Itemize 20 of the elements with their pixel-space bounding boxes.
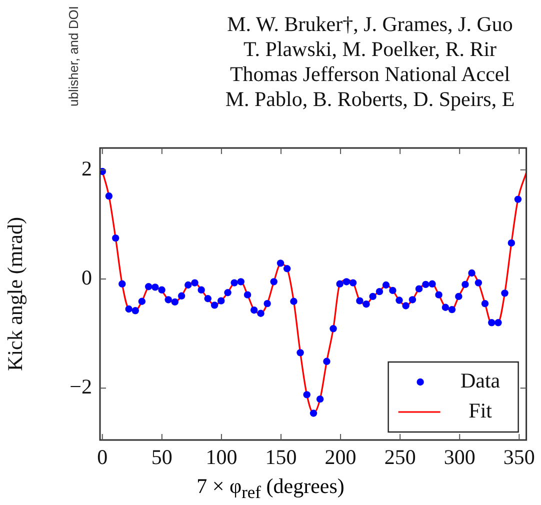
y-tick-label: 2: [82, 156, 92, 180]
x-tick-label: 200: [324, 445, 356, 470]
text: Thomas Jefferson National Accel: [228, 62, 512, 87]
text: M. Pablo, B. Roberts, D. Speirs, E: [224, 87, 516, 112]
x-tick-label: 0: [97, 445, 108, 470]
legend-label: Data: [460, 368, 501, 393]
x-tick-label: 150: [265, 445, 297, 470]
y-tick-label: −2: [70, 374, 92, 399]
text: T. Plawski, M. Poelker, R. Rir: [242, 37, 498, 62]
legend-label: Fit: [468, 398, 492, 423]
text: ublisher, and DOI: [66, 6, 81, 106]
x-tick-label: 250: [384, 445, 416, 470]
x-tick-label: 100: [206, 445, 238, 470]
text: M. W. Bruker†, J. Grames, J. Guo: [226, 12, 514, 37]
x-tick-label: 350: [503, 445, 535, 470]
x-axis-title: 7 × φ$_{ref}$ (degrees): [196, 474, 346, 504]
y-tick-label: 0: [82, 266, 92, 290]
y-axis-title: Kick angle (mrad): [3, 217, 28, 371]
x-tick-label: 300: [444, 445, 476, 470]
x-tick-label: 50: [151, 445, 172, 470]
